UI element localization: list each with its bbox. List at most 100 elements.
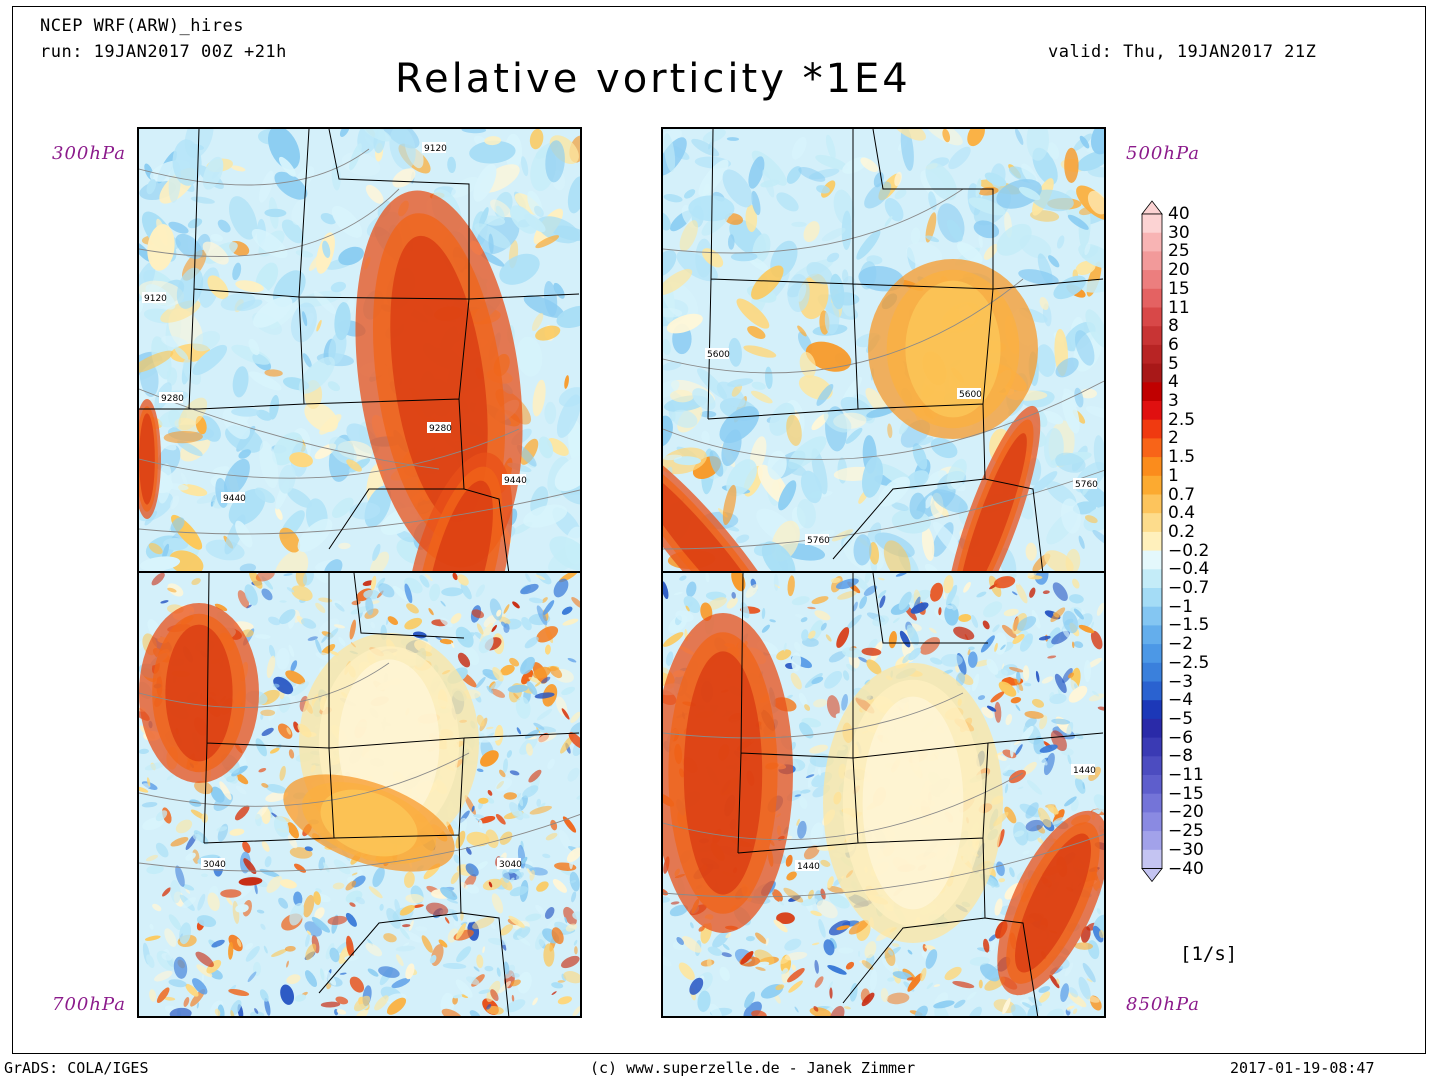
contour-label: 5600 xyxy=(957,388,982,400)
colorbar-tick-label: −3 xyxy=(1168,671,1194,692)
colorbar-swatch xyxy=(1142,681,1162,701)
svg-text:9280: 9280 xyxy=(161,394,184,404)
colorbar-swatch xyxy=(1142,513,1162,533)
colorbar-tick-label: 0.2 xyxy=(1168,521,1196,542)
colorbar-tick-label: −25 xyxy=(1168,821,1204,842)
colorbar-swatch xyxy=(1142,793,1162,813)
colorbar-tick-label: 1 xyxy=(1168,465,1179,486)
colorbar-swatch xyxy=(1142,401,1162,421)
level-label-300: 300hPa xyxy=(52,143,126,164)
colorbar-swatch xyxy=(1142,812,1162,832)
height-contour xyxy=(139,489,580,535)
height-contour xyxy=(139,662,390,708)
colorbar-swatch xyxy=(1142,419,1162,439)
contour-label: 3040 xyxy=(201,858,226,870)
colorbar-tick-label: 2 xyxy=(1168,428,1179,449)
colorbar-swatch xyxy=(1142,270,1162,290)
svg-text:5600: 5600 xyxy=(707,350,730,360)
colorbar-tick-label: −0.4 xyxy=(1168,559,1210,580)
colorbar-tick-label: −1 xyxy=(1168,596,1194,617)
svg-text:9280: 9280 xyxy=(429,424,452,434)
colorbar-tick-label: −6 xyxy=(1168,727,1194,748)
colorbar-swatch xyxy=(1142,307,1162,327)
colorbar-tick-label: 15 xyxy=(1168,278,1190,299)
colorbar-swatch xyxy=(1142,550,1162,570)
height-contour xyxy=(663,692,964,739)
state-borders xyxy=(737,573,1104,1016)
svg-text:9440: 9440 xyxy=(504,476,527,486)
colorbar-swatch xyxy=(1142,475,1162,495)
colorbar-tick-label: 25 xyxy=(1168,241,1190,262)
footer-software: GrADS: COLA/IGES xyxy=(4,1059,149,1077)
colorbar-swatch xyxy=(1142,232,1162,252)
figure-frame xyxy=(12,6,1426,1054)
height-contour xyxy=(139,388,440,470)
map-panel-850hpa: 1440 1440 xyxy=(661,571,1106,1018)
colorbar-tick-label: −5 xyxy=(1168,708,1194,729)
colorbar-swatch xyxy=(1142,214,1162,234)
svg-text:5760: 5760 xyxy=(807,536,830,546)
colorbar-tick-label: −0.2 xyxy=(1168,540,1210,561)
height-contour xyxy=(663,772,1024,841)
contour-label: 5760 xyxy=(1073,478,1098,490)
colorbar-tick-label: 0.7 xyxy=(1168,484,1196,505)
colorbar-tick-label: −0.7 xyxy=(1168,578,1210,598)
colorbar-tick-label: 5 xyxy=(1168,353,1179,374)
colorbar-swatch xyxy=(1142,344,1162,365)
run-time: run: 19JAN2017 00Z +21h xyxy=(40,42,287,62)
contour-label: 5600 xyxy=(705,348,730,360)
colorbar-swatch xyxy=(1142,718,1162,739)
colorbar-tick-label: 3 xyxy=(1168,391,1179,411)
level-label-500: 500hPa xyxy=(1126,143,1200,164)
svg-text:5600: 5600 xyxy=(959,390,982,400)
colorbar-tick-label: 0.4 xyxy=(1168,503,1196,524)
chart-title: Relative vorticity *1E4 xyxy=(395,56,911,102)
colorbar-swatch xyxy=(1142,531,1162,552)
colorbar-tick-label: −4 xyxy=(1168,690,1194,711)
map-panel-300hpa: 9120 9120 9280 9280 9440 9440 xyxy=(137,127,582,573)
colorbar-swatch xyxy=(1142,382,1162,402)
colorbar-swatch xyxy=(1142,737,1162,757)
footer-credit: (c) www.superzelle.de - Janek Zimmer xyxy=(590,1059,916,1077)
colorbar-tick-label: −20 xyxy=(1168,802,1204,823)
contour-label: 1440 xyxy=(795,860,820,872)
svg-text:9120: 9120 xyxy=(424,144,447,154)
contour-label: 1440 xyxy=(1071,764,1096,776)
colorbar-tick-label: 20 xyxy=(1168,260,1190,281)
colorbar-tick-label: 1.5 xyxy=(1168,447,1196,468)
colorbar-tick-label: 8 xyxy=(1168,316,1179,337)
colorbar-tick-label: 6 xyxy=(1168,334,1179,355)
height-contour xyxy=(663,278,1024,374)
vorticity-field: 9120 9120 9280 9280 9440 9440 xyxy=(139,129,580,571)
height-contour xyxy=(139,813,580,872)
level-label-850: 850hPa xyxy=(1126,994,1200,1015)
model-name: NCEP WRF(ARW)_hires xyxy=(40,16,244,36)
colorbar-tick-label: −11 xyxy=(1168,765,1204,785)
valid-time: valid: Thu, 19JAN2017 21Z xyxy=(1048,42,1317,62)
colorbar-tick-label: 4 xyxy=(1168,372,1179,393)
height-contour xyxy=(139,428,520,479)
svg-text:1440: 1440 xyxy=(1073,766,1096,776)
svg-text:1440: 1440 xyxy=(797,862,820,872)
svg-text:5760: 5760 xyxy=(1075,480,1098,490)
colorbar-swatch xyxy=(1142,363,1162,383)
svg-text:3040: 3040 xyxy=(499,860,522,870)
svg-text:9120: 9120 xyxy=(144,294,167,304)
colorbar-swatch xyxy=(1142,588,1162,608)
height-contour xyxy=(139,148,370,186)
colorbar-swatch xyxy=(1142,849,1162,869)
colorbar-swatch xyxy=(1142,251,1162,271)
level-label-700: 700hPa xyxy=(52,994,126,1015)
contour-label: 9120 xyxy=(422,142,447,154)
map-panel-500hpa: 5600 5600 5760 5760 xyxy=(661,127,1106,573)
colorbar xyxy=(1141,200,1163,883)
contour-label: 9440 xyxy=(221,492,246,504)
contour-label: 9280 xyxy=(159,392,184,404)
colorbar-tick-label: −8 xyxy=(1168,746,1194,767)
height-contour xyxy=(663,188,964,254)
colorbar-swatch xyxy=(1142,700,1162,720)
colorbar-swatch xyxy=(1142,775,1162,795)
contour-label: 9280 xyxy=(427,422,452,434)
colorbar-tick-label: 30 xyxy=(1168,222,1190,243)
colorbar-swatch xyxy=(1142,662,1162,682)
